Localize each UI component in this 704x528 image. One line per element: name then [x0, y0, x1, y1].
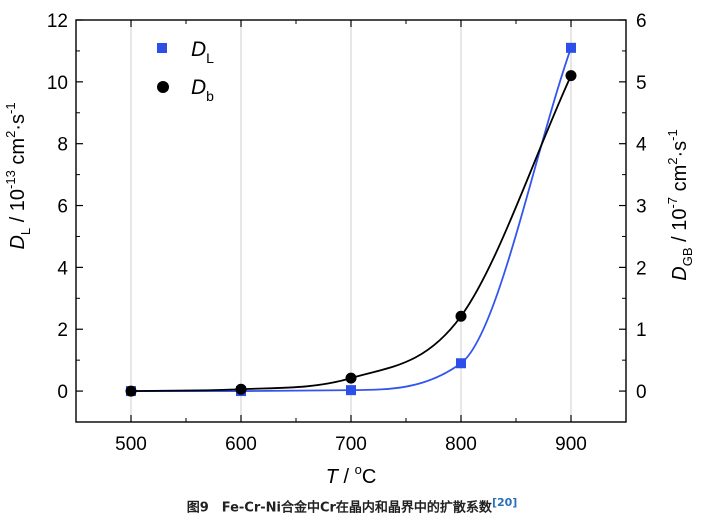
legend: DL Db	[157, 38, 214, 104]
point-Db	[565, 70, 577, 82]
right-y-tick-label: 0	[636, 382, 647, 403]
left-y-tick-label: 10	[47, 73, 68, 94]
x-tick-label: 800	[445, 434, 477, 455]
fit-curve-Db	[130, 75, 572, 392]
right-y-tick-label: 4	[636, 135, 647, 156]
legend-marker	[157, 81, 169, 93]
legend-label: DL	[191, 38, 214, 66]
right-y-tick-label: 6	[636, 11, 647, 32]
x-tick-label: 600	[225, 434, 257, 455]
left-y-axis-title: DL / 10-13 cm2·s-1	[3, 102, 33, 249]
left-y-tick-label: 6	[57, 197, 68, 218]
point-Db	[345, 372, 357, 384]
caption-text: 图9 Fe-Cr-Ni合金中Cr在晶内和晶界中的扩散系数	[186, 500, 492, 516]
x-tick-label: 700	[335, 434, 367, 455]
left-y-tick-label: 0	[57, 382, 68, 403]
left-y-tick-label: 8	[57, 135, 68, 156]
right-y-tick-label: 1	[636, 320, 647, 341]
fit-curves	[130, 47, 572, 392]
point-Db	[125, 385, 137, 397]
point-Db	[455, 310, 467, 322]
left-y-tick-label: 12	[47, 11, 68, 32]
left-y-tick-label: 2	[57, 320, 68, 341]
x-tick-label: 900	[555, 434, 587, 455]
x-axis-title: T / oC	[326, 462, 377, 488]
point-DL	[346, 385, 356, 396]
caption-reference: [20]	[491, 496, 518, 509]
fit-curve-DL	[131, 47, 572, 392]
legend-marker	[157, 43, 167, 53]
point-Db	[235, 383, 247, 395]
right-y-axis-title: DGB / 10-7 cm2·s-1	[665, 129, 695, 280]
point-DL	[566, 42, 576, 53]
grid-lines	[130, 20, 572, 422]
right-y-tick-label: 5	[636, 73, 647, 94]
left-y-tick-label: 4	[57, 258, 68, 279]
right-y-tick-label: 2	[636, 258, 647, 279]
x-tick-label: 500	[115, 434, 147, 455]
axis-titles: T / oC DL / 10-13 cm2·s-1 DGB / 10-7 cm2·s…	[3, 102, 695, 488]
right-y-tick-label: 3	[636, 197, 647, 218]
data-points	[125, 42, 577, 397]
legend-label: Db	[191, 76, 214, 104]
figure-caption: 图9 Fe-Cr-Ni合金中Cr在晶内和晶界中的扩散系数[20]	[0, 496, 704, 515]
point-DL	[456, 358, 466, 369]
